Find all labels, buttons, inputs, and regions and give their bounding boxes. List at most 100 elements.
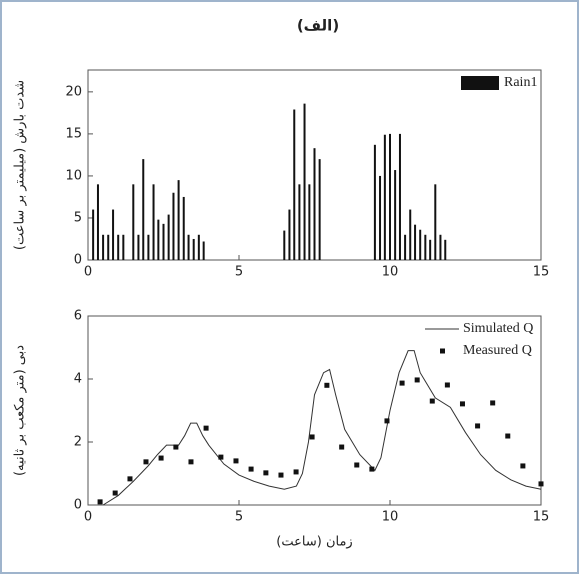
y-tick-label: 20 <box>65 84 82 99</box>
bar <box>444 239 447 260</box>
bar <box>202 241 205 260</box>
bar <box>303 103 306 260</box>
bar <box>398 133 401 260</box>
y-tick-label: 10 <box>65 168 82 183</box>
point <box>278 472 284 478</box>
point <box>143 459 149 465</box>
bar <box>142 159 145 260</box>
bar <box>394 170 397 260</box>
bar <box>187 234 190 260</box>
point <box>218 454 224 460</box>
y-tick-label: 6 <box>74 309 82 324</box>
legend-label: Rain1 <box>504 75 537 90</box>
point <box>505 433 511 439</box>
bar <box>414 224 417 260</box>
bar <box>298 184 301 260</box>
x-tick-label: 10 <box>382 265 399 280</box>
point <box>173 444 179 450</box>
point <box>538 481 544 487</box>
point <box>158 455 164 461</box>
point <box>414 377 420 383</box>
point <box>127 476 133 482</box>
bar <box>96 184 99 260</box>
legend-label: Simulated Q <box>463 321 533 336</box>
y-tick-label: 15 <box>65 126 82 141</box>
bar <box>409 209 412 260</box>
bar <box>293 109 296 260</box>
bar <box>439 234 442 260</box>
bar <box>117 234 120 260</box>
bar <box>192 238 195 260</box>
point <box>384 418 390 424</box>
bar <box>419 229 422 260</box>
legend-swatch <box>440 348 445 354</box>
bar <box>157 219 160 260</box>
bar <box>132 184 135 260</box>
point <box>203 425 209 431</box>
point <box>520 463 526 469</box>
bar <box>122 234 125 260</box>
x-tick-label: 0 <box>84 510 92 525</box>
y-tick-label: 0 <box>74 498 82 513</box>
point <box>339 444 345 450</box>
x-axis-label: زمان (ساعت) <box>276 535 352 550</box>
point <box>309 434 315 440</box>
y-axis-label: دبی (متر مکعب بر ثانیه) <box>13 345 28 476</box>
chart-title: (الف) <box>297 17 339 35</box>
point <box>399 380 405 386</box>
legend-swatch <box>461 76 499 90</box>
bar <box>424 234 427 260</box>
bar <box>107 234 110 260</box>
point <box>429 398 435 404</box>
bar <box>288 209 291 260</box>
plot-area <box>87 315 542 506</box>
bar <box>182 196 185 260</box>
x-tick-label: 0 <box>84 265 92 280</box>
x-tick-label: 15 <box>533 510 550 525</box>
y-tick-label: 4 <box>74 372 82 387</box>
point <box>459 401 465 407</box>
bar <box>404 234 407 260</box>
y-tick-label: 0 <box>74 253 82 268</box>
point <box>233 458 239 464</box>
bar <box>147 234 150 260</box>
point <box>444 382 450 388</box>
point <box>354 462 360 468</box>
point <box>188 459 194 465</box>
bar <box>283 230 286 260</box>
bar <box>308 184 311 260</box>
y-tick-label: 5 <box>74 210 82 225</box>
x-tick-label: 10 <box>382 510 399 525</box>
bar <box>313 148 316 260</box>
point <box>369 466 375 472</box>
bar <box>102 234 105 260</box>
x-tick-label: 5 <box>235 265 243 280</box>
bar <box>112 209 115 260</box>
x-tick-label: 5 <box>235 510 243 525</box>
bar <box>137 234 140 260</box>
bar <box>92 209 95 260</box>
point <box>248 466 254 472</box>
point <box>475 423 481 429</box>
bar <box>172 192 175 260</box>
bar <box>379 175 382 260</box>
point <box>263 470 269 476</box>
point <box>293 469 299 475</box>
bar <box>162 223 165 260</box>
bar <box>389 133 391 260</box>
bar <box>152 184 155 260</box>
legend-label: Measured Q <box>463 343 532 358</box>
point <box>97 499 103 505</box>
point <box>490 400 496 406</box>
y-tick-label: 2 <box>74 435 82 450</box>
x-tick-label: 15 <box>533 265 550 280</box>
point <box>324 382 330 388</box>
bar <box>318 159 321 260</box>
bar <box>383 134 386 260</box>
point <box>112 490 118 496</box>
bar <box>373 144 376 260</box>
bar <box>197 234 200 260</box>
